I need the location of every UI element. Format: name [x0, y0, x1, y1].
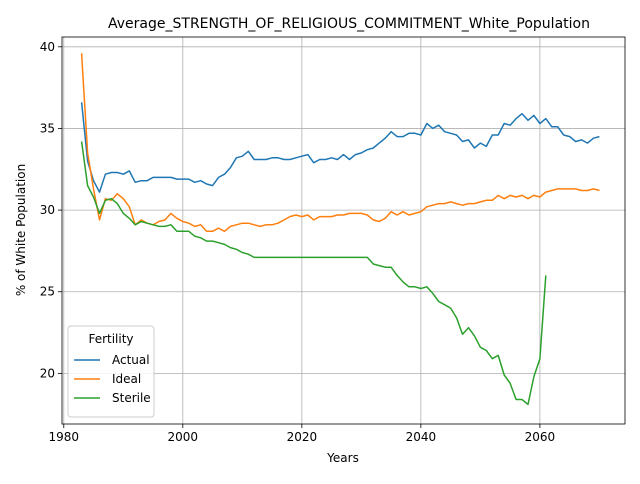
y-tick-label: 40 [40, 40, 55, 54]
legend-label-ideal: Ideal [112, 372, 141, 386]
y-tick-label: 20 [40, 366, 55, 380]
legend-title: Fertility [88, 332, 133, 346]
chart-title: Average_STRENGTH_OF_RELIGIOUS_COMMITMENT… [108, 16, 590, 32]
grid [62, 37, 625, 424]
legend-label-sterile: Sterile [112, 391, 151, 405]
series-line-actual [80, 102, 600, 193]
legend: Fertility Actual Ideal Sterile [67, 325, 155, 418]
x-tick-label: 2020 [287, 430, 318, 444]
y-axis-label: % of White Population [14, 164, 28, 296]
plot-frame [61, 36, 626, 425]
x-tick-label: 1980 [49, 430, 80, 444]
x-tick-label: 2000 [168, 430, 199, 444]
legend-label-actual: Actual [112, 353, 150, 367]
series-line-sterile [80, 141, 547, 406]
x-axis-label: Years [326, 451, 359, 465]
x-tick-label: 2040 [406, 430, 437, 444]
series-lines [80, 53, 600, 406]
x-axis-ticks: 1980 2000 2020 2040 2060 [49, 424, 556, 444]
y-tick-label: 30 [40, 203, 55, 217]
series-line-ideal [80, 53, 600, 233]
x-tick-label: 2060 [525, 430, 556, 444]
y-tick-label: 25 [40, 285, 55, 299]
y-axis-ticks: 20 25 30 35 40 [40, 40, 62, 380]
legend-box [67, 325, 155, 418]
y-tick-label: 35 [40, 121, 55, 135]
